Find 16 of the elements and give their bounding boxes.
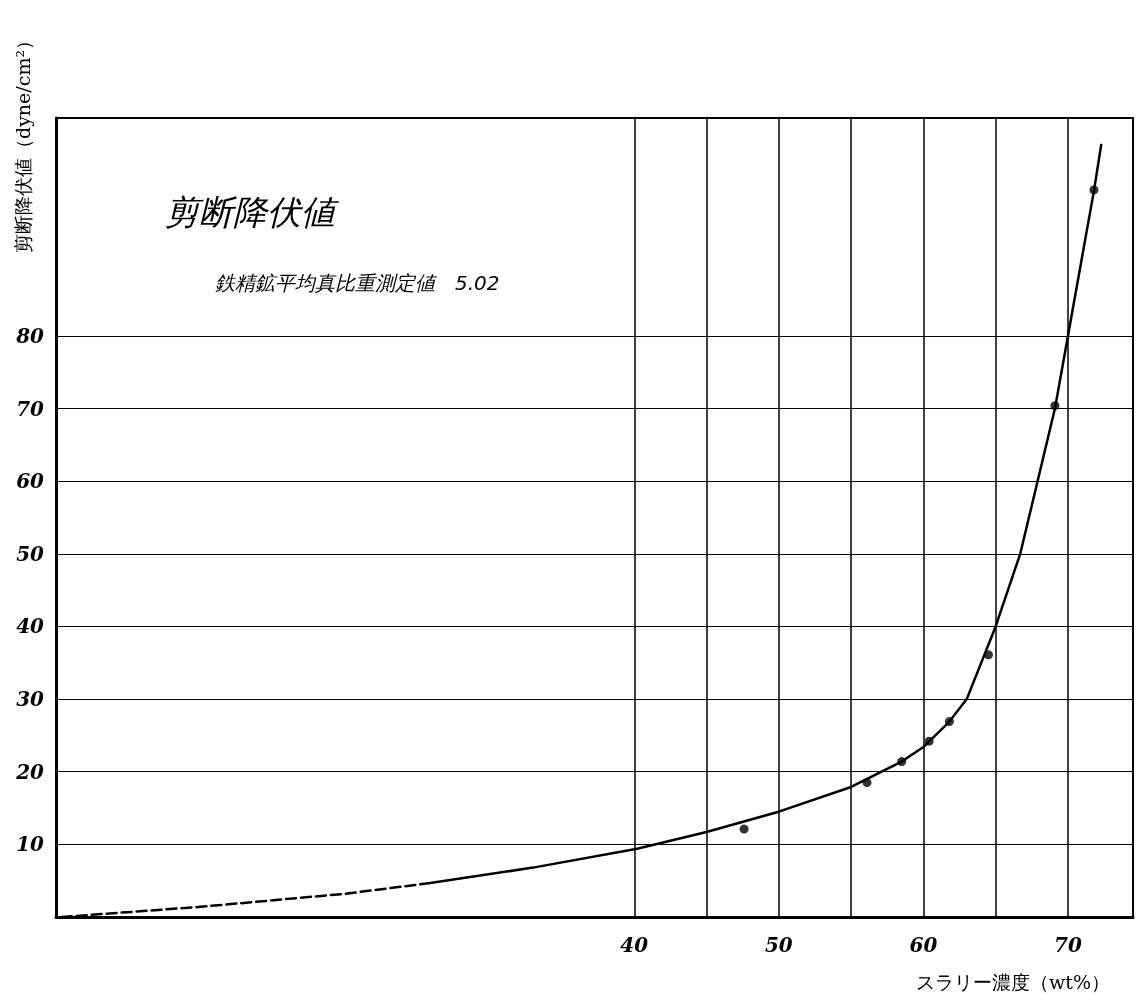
text: 剪断降伏値 [165,192,339,232]
x-tick-label: 50 [764,933,793,957]
y-tick-label: 20 [15,759,45,784]
y-tick-label: 80 [15,323,45,348]
y-tick-label: 10 [16,832,45,857]
y-tick-label: 70 [16,396,45,421]
y-tick-label: 50 [16,541,45,566]
y-tick-label: 30 [16,687,45,712]
x-tick-label: 60 [909,933,938,957]
y-tick-label: 60 [16,469,45,494]
x-tick-label: 70 [1054,933,1082,957]
text: 鉄精鉱平均真比重測定値 5.02 [215,271,500,295]
y-axis-title: 剪断降伏値（dyne/cm²） [11,30,34,254]
y-tick-label: 40 [16,614,45,639]
x-axis-title: スラリー濃度（wt%） [916,970,1110,993]
x-tick-label: 40 [620,933,649,957]
